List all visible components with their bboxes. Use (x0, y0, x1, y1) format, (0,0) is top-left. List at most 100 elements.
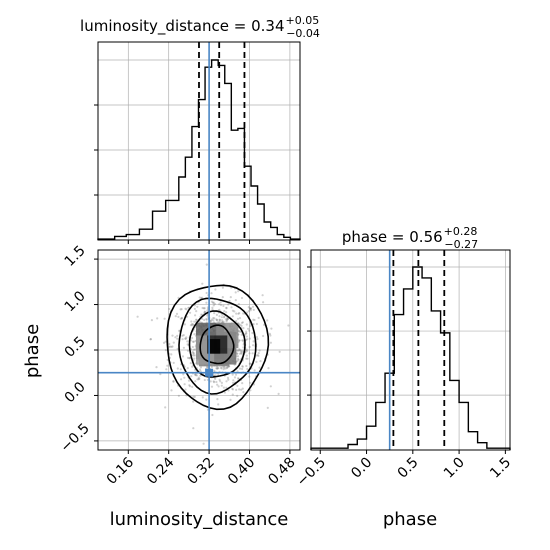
joint-sample-point (195, 310, 198, 313)
joint-sample-point (170, 345, 173, 348)
joint-sample-point (201, 317, 204, 320)
joint-sample-point (248, 352, 251, 355)
joint-sample-point (237, 290, 240, 293)
joint-sample-point (267, 367, 270, 370)
joint-sample-point (179, 368, 182, 371)
joint-sample-point (176, 367, 179, 370)
joint-sample-point (245, 354, 248, 357)
joint-sample-point (215, 380, 218, 384)
joint-sample-point (246, 338, 249, 341)
joint-sample-point (238, 367, 242, 370)
joint-sample-point (238, 388, 241, 391)
joint-sample-point (236, 384, 239, 387)
joint-sample-point (200, 313, 203, 316)
joint-x-tick-label: 0.48 (265, 455, 298, 488)
joint-sample-point (170, 353, 173, 356)
joint-sample-point (218, 378, 221, 381)
joint-sample-point (261, 294, 264, 297)
joint-sample-point (183, 376, 186, 379)
joint-sample-point (206, 313, 209, 316)
joint-sample-point (252, 318, 255, 321)
joint-sample-point (193, 320, 196, 323)
joint-sample-point (213, 302, 216, 306)
joint-sample-point (257, 354, 260, 357)
joint-sample-point (251, 331, 254, 335)
joint-sample-point (248, 362, 251, 365)
joint-sample-point (235, 319, 238, 323)
joint-sample-point (215, 367, 218, 370)
joint-sample-point (236, 352, 239, 355)
joint-sample-point (194, 373, 197, 376)
joint-sample-point (221, 296, 224, 299)
joint-sample-point (193, 357, 196, 360)
joint-sample-point (179, 317, 182, 320)
joint-sample-point (188, 357, 191, 360)
joint-sample-point (225, 386, 228, 389)
joint-sample-point (202, 307, 205, 310)
joint-sample-point (236, 394, 239, 397)
joint-sample-point (162, 341, 166, 344)
joint-sample-point (192, 352, 195, 355)
phase-hist-panel: −0.5 0.0 0.5 1.0 1.5 (294, 249, 514, 490)
joint-sample-point (203, 310, 206, 313)
joint-sample-point (242, 346, 245, 349)
phase-histogram (310, 266, 511, 450)
joint-sample-point (180, 378, 183, 381)
joint-sample-point (249, 381, 252, 384)
joint-sample-point (191, 385, 194, 388)
joint-sample-point (136, 315, 139, 318)
joint-sample-point (198, 377, 201, 380)
joint-sample-point (247, 310, 250, 313)
joint-sample-point (192, 427, 195, 430)
joint-sample-point (181, 334, 184, 337)
joint-sample-point (240, 349, 243, 352)
joint-sample-point (226, 376, 230, 379)
joint-sample-point (168, 342, 171, 346)
joint-sample-point (199, 374, 202, 377)
joint-sample-point (229, 296, 232, 299)
joint-sample-point (249, 307, 252, 311)
joint-sample-point (225, 320, 228, 323)
joint-sample-point (221, 319, 224, 322)
joint-sample-point (238, 348, 241, 351)
joint-sample-point (196, 378, 199, 381)
joint-sample-point (192, 354, 195, 357)
joint-sample-point (197, 378, 200, 381)
joint-sample-point (234, 299, 237, 302)
joint-sample-point (205, 317, 208, 321)
joint-sample-point (210, 318, 213, 321)
joint-sample-point (216, 383, 219, 386)
joint-sample-point (180, 308, 183, 311)
joint-sample-point (203, 318, 206, 322)
joint-sample-point (168, 307, 171, 311)
joint-sample-point (227, 389, 230, 392)
joint-sample-point (195, 318, 198, 321)
joint-sample-point (206, 366, 209, 369)
joint-sample-point (245, 357, 248, 360)
joint-sample-point (221, 313, 224, 316)
joint-x-tick-label: 0.40 (225, 455, 258, 488)
joint-sample-point (212, 316, 215, 320)
joint-sample-point (262, 301, 265, 304)
joint-sample-point (163, 317, 166, 320)
joint-sample-point (241, 365, 244, 368)
joint-sample-point (183, 323, 186, 326)
joint-sample-point (256, 337, 259, 341)
joint-sample-point (238, 317, 242, 320)
joint-sample-point (238, 339, 241, 342)
joint-sample-point (210, 319, 213, 322)
joint-sample-point (241, 339, 244, 342)
joint-sample-point (252, 308, 255, 311)
joint-sample-point (226, 318, 229, 321)
joint-sample-point (212, 319, 215, 322)
joint-sample-point (236, 359, 239, 363)
joint-sample-point (189, 311, 192, 314)
joint-sample-point (246, 357, 249, 360)
joint-sample-point (155, 366, 158, 369)
joint-sample-point (183, 383, 186, 386)
joint-sample-point (266, 406, 269, 409)
joint-sample-point (172, 380, 175, 383)
joint-sample-point (164, 406, 167, 409)
phase-x-tick-label: 1.0 (441, 455, 468, 482)
joint-sample-point (194, 373, 197, 376)
